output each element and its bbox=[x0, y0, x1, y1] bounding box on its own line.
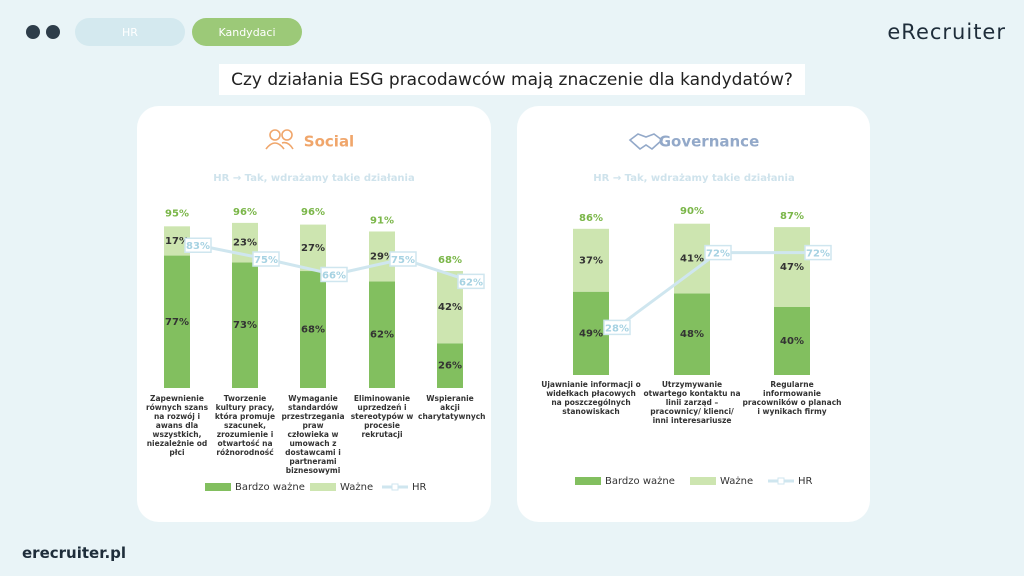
category-label: Eliminowanie uprzedzeń i stereotypów w p… bbox=[350, 394, 414, 439]
legend-swatch bbox=[575, 477, 601, 485]
category-label: Wymaganie standardów przestrzegania praw… bbox=[281, 394, 345, 475]
logo: eRecruiter bbox=[887, 20, 1006, 44]
legend-label: Bardzo ważne bbox=[235, 482, 305, 493]
bar-segment bbox=[674, 293, 710, 375]
bar-segment bbox=[164, 255, 190, 388]
bar-segment bbox=[369, 281, 395, 388]
hr-marker bbox=[252, 251, 280, 267]
hr-label: 62% bbox=[459, 277, 483, 288]
total-label: 86% bbox=[579, 213, 603, 224]
legend-swatch bbox=[205, 483, 231, 491]
hr-marker bbox=[320, 266, 348, 283]
value-label: 23% bbox=[233, 238, 257, 249]
category-label: Regularne informowanie pracowników o pla… bbox=[742, 380, 842, 416]
value-label: 77% bbox=[165, 317, 189, 328]
bar-segment bbox=[573, 228, 609, 292]
slide-title: Czy działania ESG pracodawców mają znacz… bbox=[219, 64, 805, 95]
social-icon bbox=[265, 129, 294, 150]
hr-label: 72% bbox=[806, 249, 830, 260]
value-label: 62% bbox=[370, 330, 394, 341]
total-label: 87% bbox=[780, 211, 804, 222]
legend-swatch bbox=[310, 483, 336, 491]
total-label: 95% bbox=[165, 209, 189, 220]
bar-segment bbox=[573, 291, 609, 375]
hr-marker bbox=[603, 319, 631, 336]
legend-label: Bardzo ważne bbox=[605, 476, 675, 487]
dot bbox=[26, 25, 40, 39]
value-label: 49% bbox=[579, 328, 603, 339]
hr-label: 83% bbox=[186, 241, 210, 252]
hr-marker bbox=[457, 273, 485, 290]
chart-subtitle: HR → Tak, wdrażamy takie działania bbox=[213, 173, 414, 184]
total-label: 96% bbox=[233, 207, 257, 218]
value-label: 73% bbox=[233, 320, 257, 331]
value-label: 37% bbox=[579, 255, 603, 266]
hr-label: 75% bbox=[254, 255, 278, 266]
bar-segment bbox=[232, 262, 258, 388]
chart-title: Governance bbox=[659, 133, 760, 151]
total-label: 91% bbox=[370, 215, 394, 226]
value-label: 47% bbox=[780, 262, 804, 273]
value-label: 42% bbox=[438, 302, 462, 313]
hr-label: 66% bbox=[322, 270, 346, 281]
total-label: 68% bbox=[438, 255, 462, 266]
category-label: Ujawnianie informacji o widełkach płacow… bbox=[541, 380, 641, 416]
category-label: Tworzenie kultury pracy, która promuje s… bbox=[214, 394, 276, 457]
bar-segment bbox=[774, 307, 810, 375]
dot bbox=[46, 25, 60, 39]
value-label: 68% bbox=[301, 325, 325, 336]
hr-label: 28% bbox=[605, 323, 629, 334]
chart-subtitle: HR → Tak, wdrażamy takie działania bbox=[593, 173, 794, 184]
category-label: Wspieranie akcji charytatywnych bbox=[418, 394, 486, 421]
bar-segment bbox=[774, 227, 810, 307]
value-label: 17% bbox=[165, 236, 189, 247]
footer: erecruiter.pl bbox=[22, 544, 127, 562]
value-label: 41% bbox=[680, 254, 704, 265]
legend-swatch bbox=[690, 477, 716, 485]
bar-segment bbox=[300, 224, 326, 272]
bar-segment bbox=[437, 343, 463, 388]
total-label: 96% bbox=[301, 207, 325, 218]
hr-marker bbox=[704, 244, 732, 261]
value-label: 26% bbox=[438, 361, 462, 372]
hr-label: 75% bbox=[391, 255, 415, 266]
tab[interactable]: HR bbox=[75, 18, 185, 46]
value-label: 27% bbox=[301, 243, 325, 254]
hr-marker bbox=[389, 251, 417, 267]
legend-label: Ważne bbox=[720, 476, 753, 487]
value-label: 48% bbox=[680, 329, 704, 340]
hr-marker bbox=[804, 244, 832, 261]
legend-swatch bbox=[777, 477, 785, 485]
tab-active[interactable]: Kandydaci bbox=[192, 18, 302, 46]
bar-segment bbox=[300, 271, 326, 388]
hr-label: 72% bbox=[706, 249, 730, 260]
legend-label: HR bbox=[412, 482, 427, 493]
legend-label: HR bbox=[798, 476, 813, 487]
category-label: Zapewnienie równych szans na rozwój i aw… bbox=[145, 394, 209, 457]
category-label: Utrzymywanie otwartego kontaktu na linii… bbox=[643, 380, 741, 425]
legend-swatch bbox=[391, 483, 399, 491]
legend-label: Ważne bbox=[340, 482, 373, 493]
governance-icon bbox=[628, 133, 664, 151]
hr-marker bbox=[184, 237, 212, 253]
chart-title: Social bbox=[304, 133, 354, 151]
value-label: 40% bbox=[780, 336, 804, 347]
total-label: 90% bbox=[680, 206, 704, 217]
value-label: 29% bbox=[370, 251, 394, 262]
